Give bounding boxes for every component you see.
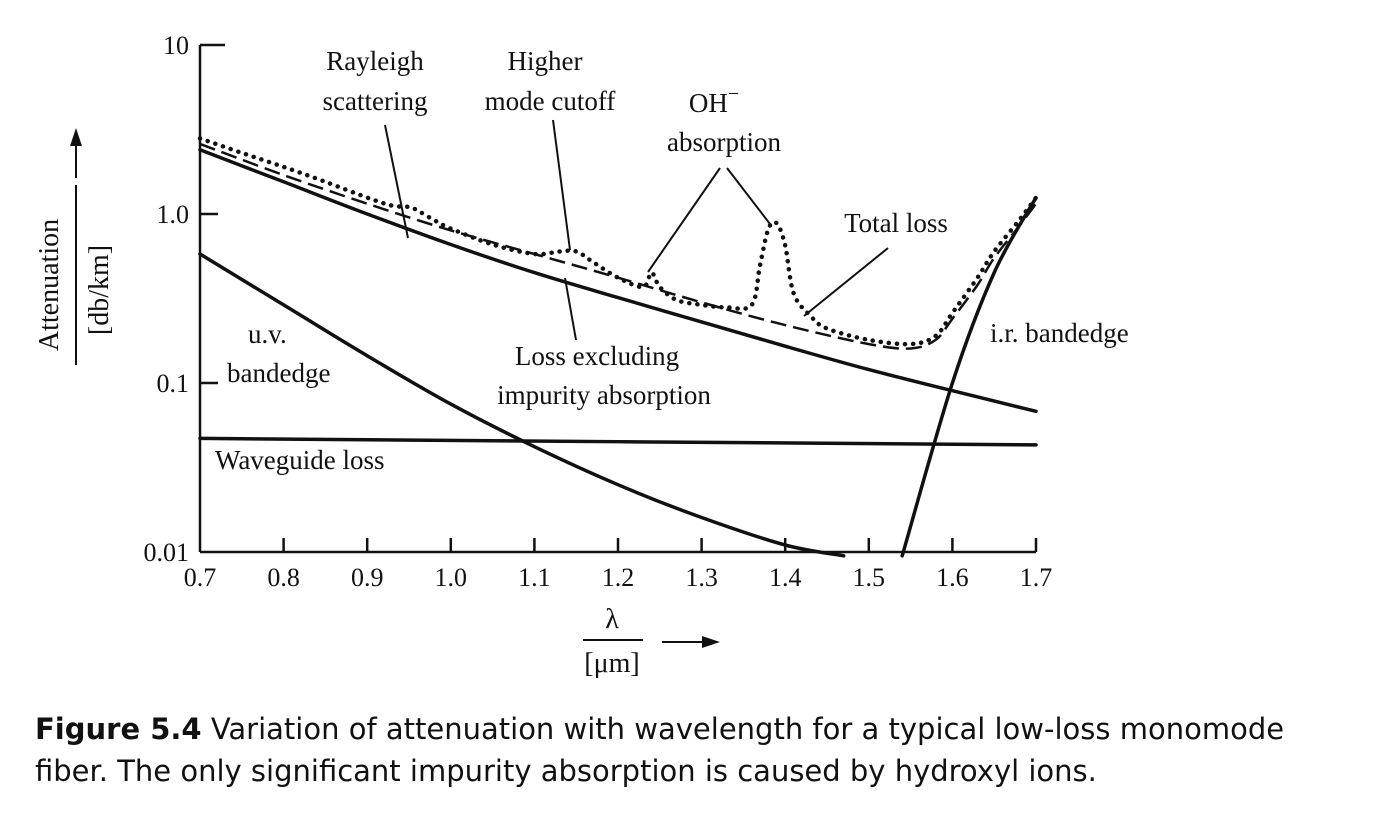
loss-excluding-pointer (564, 277, 577, 341)
oh-pointer-right (726, 167, 771, 225)
series-group (197, 136, 1039, 558)
loss-excluding-label-line2: impurity absorption (497, 380, 711, 410)
caption-text: Variation of attenuation with wavelength… (35, 712, 1285, 788)
higher-mode-pointer (552, 119, 571, 251)
y-axis-label: Attenuation (34, 219, 65, 351)
uv-bandedge-label-line2: bandedge (227, 358, 330, 388)
rayleigh-pointer (384, 124, 409, 239)
x-tick-label: 1.4 (769, 563, 802, 592)
total-loss-pointer (803, 247, 889, 317)
intermediate-loss-series (199, 142, 1037, 350)
x-axis-title: λ [μm] (583, 604, 720, 679)
x-axis-label: λ (605, 604, 619, 635)
uv-bandedge-label-line1: u.v. (248, 319, 287, 349)
y-axis-unit: [db/km] (84, 245, 115, 335)
y-tick-group: 10 1.0 0.1 0.01 (144, 31, 218, 567)
y-tick-label: 0.01 (144, 538, 190, 567)
x-axis-unit: [μm] (584, 648, 639, 679)
x-axis-arrow-head (702, 636, 720, 648)
series-line-2 (198, 147, 1038, 414)
caption-label: Figure 5.4 (35, 712, 202, 746)
higher-mode-label-line2: mode cutoff (485, 86, 616, 116)
waveguide-loss-label: Waveguide loss (215, 445, 385, 475)
y-tick-label: 10 (163, 31, 189, 60)
y-tick-label: 0.1 (157, 369, 190, 398)
x-tick-label: 1.0 (435, 563, 468, 592)
x-tick-label: 0.9 (351, 563, 384, 592)
higher-mode-label-line1: Higher (508, 46, 583, 76)
x-tick-label: 1.2 (602, 563, 635, 592)
oh-label-text: OH (689, 88, 728, 118)
total-loss-series (197, 136, 1039, 347)
series-line-3 (198, 252, 846, 558)
y-tick-label: 1.0 (157, 200, 190, 229)
annotation-pointers (384, 119, 889, 341)
x-tick-label: 1.7 (1020, 563, 1053, 592)
oh-label-line2: absorption (667, 127, 781, 157)
total-loss-label: Total loss (844, 208, 948, 238)
x-tick-label: 1.3 (685, 563, 718, 592)
oh-label-line1: OH− (689, 83, 739, 118)
figure-caption: Figure 5.4 Variation of attenuation with… (35, 708, 1365, 792)
x-tick-label: 0.8 (267, 563, 300, 592)
series-line-4 (198, 436, 1038, 447)
x-tick-label: 1.5 (853, 563, 886, 592)
rayleigh-label-line1: Rayleigh (326, 46, 424, 76)
y-axis-arrow-head (70, 128, 82, 146)
oh-pointer-left (647, 167, 721, 273)
ir-bandedge-label: i.r. bandedge (990, 318, 1129, 348)
oh-label-superscript: − (728, 83, 739, 105)
x-tick-label: 1.1 (518, 563, 551, 592)
rayleigh-label-line2: scattering (323, 86, 428, 116)
x-tick-group: 0.7 0.8 0.9 1.0 1.1 1.2 1.3 1.4 1.5 1.6 1.7 (184, 538, 1053, 592)
x-tick-label: 1.6 (936, 563, 969, 592)
y-axis-title: Attenuation [db/km] (34, 128, 115, 365)
x-tick-label: 0.7 (184, 563, 217, 592)
loss-excluding-label-line1: Loss excluding (515, 341, 679, 371)
series-line-5 (900, 195, 1038, 558)
